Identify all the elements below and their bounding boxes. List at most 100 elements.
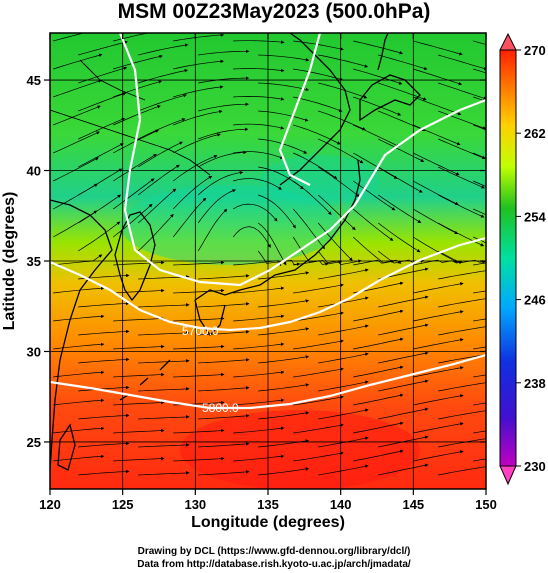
footer-credit-drawing: Drawing by DCL (https://www.gfd-dennou.o… <box>137 546 411 557</box>
streamline <box>233 68 285 73</box>
streamline <box>318 352 369 364</box>
streamline <box>292 180 332 216</box>
streamline <box>53 33 85 42</box>
streamline <box>53 254 103 266</box>
y-tick-label: 40 <box>27 164 41 179</box>
y-tick-label: 25 <box>27 435 41 450</box>
streamline <box>78 385 130 392</box>
colorbar-bar <box>499 49 517 467</box>
streamline <box>113 372 165 378</box>
streamline <box>113 54 163 70</box>
x-tick-label: 130 <box>184 497 206 512</box>
streamline <box>318 296 369 308</box>
streamline <box>473 458 486 462</box>
streamline <box>198 358 250 364</box>
streamline <box>258 327 310 336</box>
streamline <box>378 351 429 364</box>
streamline <box>78 441 130 448</box>
streamline <box>258 82 310 92</box>
streamline <box>473 374 486 378</box>
streamline <box>53 131 100 154</box>
streamline <box>438 437 486 448</box>
streamline <box>138 141 183 168</box>
streamline <box>138 471 190 476</box>
streamline <box>233 398 285 406</box>
y-axis-label: Latitude (degrees) <box>1 192 18 331</box>
x-tick-label: 125 <box>112 497 134 512</box>
streamline <box>413 310 464 322</box>
streamline <box>318 110 366 131</box>
streamline <box>353 152 398 179</box>
streamline <box>53 314 105 322</box>
x-tick-label: 120 <box>39 497 61 512</box>
streamline <box>172 155 218 182</box>
streamline <box>78 40 128 56</box>
streamline <box>172 197 207 238</box>
colorbar-tick-label: 262 <box>524 126 546 141</box>
streamline <box>473 346 486 350</box>
contour-label-5800: 5800.0 <box>202 401 239 415</box>
streamline <box>172 175 213 210</box>
streamline <box>293 423 344 434</box>
streamline <box>317 222 353 261</box>
streamline <box>378 379 429 392</box>
streamline <box>173 260 225 266</box>
streamline <box>233 151 284 159</box>
streamline <box>413 96 462 116</box>
streamline <box>353 309 404 322</box>
streamline <box>258 271 310 280</box>
streamline <box>293 68 344 81</box>
streamline <box>413 152 460 176</box>
streamline <box>198 330 250 336</box>
streamline <box>438 353 486 364</box>
streamline <box>113 153 157 182</box>
streamline <box>438 465 486 476</box>
streamline <box>138 415 190 420</box>
streamline <box>53 286 105 294</box>
colorbar: 230 238 246 254 262 270 <box>499 32 546 486</box>
streamline <box>293 311 344 322</box>
streamline <box>112 203 153 238</box>
y-tick-label: 35 <box>27 254 41 269</box>
streamline <box>413 259 463 266</box>
streamline <box>438 325 486 336</box>
streamline <box>293 96 343 112</box>
streamline <box>198 76 250 84</box>
streamline <box>173 59 224 70</box>
streamline <box>413 366 464 378</box>
streamline <box>78 92 127 112</box>
streamline <box>197 208 228 252</box>
contour-line-5700 <box>50 236 486 332</box>
streamline <box>258 194 296 229</box>
contour-line-upper <box>118 33 486 287</box>
streamline <box>173 33 225 42</box>
colorbar-min-arrow <box>499 465 517 486</box>
streamline <box>257 250 301 266</box>
streamline <box>378 323 429 336</box>
streamline <box>438 138 486 160</box>
streamline <box>198 386 250 392</box>
streamline <box>198 102 249 112</box>
streamline <box>293 395 344 406</box>
streamline <box>293 367 344 378</box>
streamline <box>198 150 247 168</box>
streamline <box>138 43 189 56</box>
streamline <box>197 171 244 196</box>
streamline <box>53 426 105 434</box>
streamline <box>53 398 105 406</box>
streamline <box>438 297 486 308</box>
streamline <box>258 299 310 308</box>
streamline <box>293 339 344 350</box>
streamline <box>138 387 190 392</box>
streamline <box>112 178 155 210</box>
colorbar-tick-label: 270 <box>524 43 546 58</box>
streamline <box>318 380 369 392</box>
streamline <box>352 208 394 241</box>
streamline <box>53 157 99 182</box>
streamline <box>113 316 165 322</box>
streamline <box>413 68 463 86</box>
streamline <box>233 96 285 101</box>
cold-pool <box>120 185 340 265</box>
streamline <box>233 178 282 190</box>
streamline <box>258 411 310 420</box>
